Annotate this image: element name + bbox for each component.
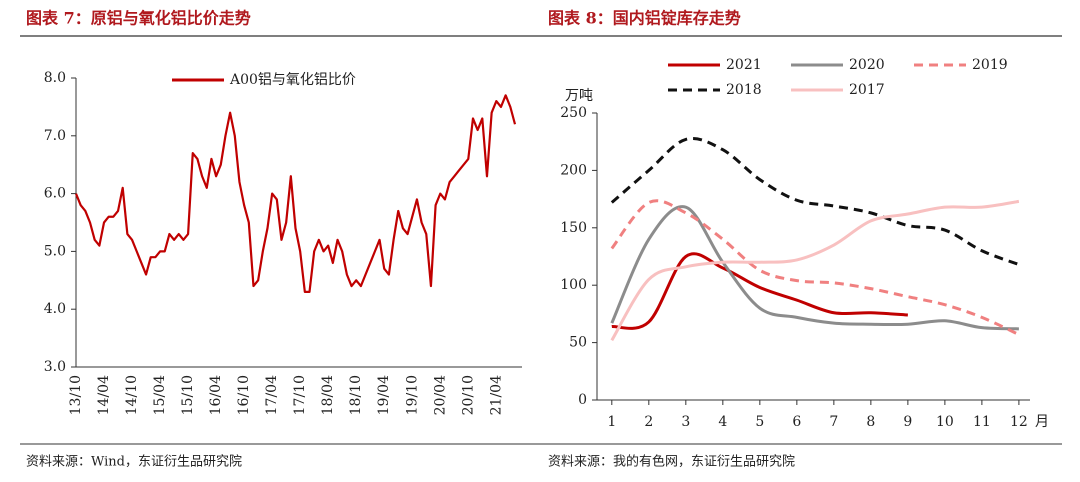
y-tick-label: 7.0 bbox=[44, 128, 66, 144]
x-tick-label: 13/10 bbox=[68, 375, 84, 415]
x-tick-label: 1 bbox=[607, 414, 616, 430]
x-tick-label: 6 bbox=[792, 414, 801, 430]
x-tick-label: 20/04 bbox=[432, 375, 448, 415]
x-tick-label: 21/04 bbox=[488, 375, 504, 415]
legend-label: 2017 bbox=[849, 82, 885, 98]
y-tick-label: 3.0 bbox=[44, 359, 66, 375]
legend-label: 2019 bbox=[972, 57, 1008, 73]
series-line bbox=[610, 199, 1020, 336]
series-line bbox=[611, 252, 908, 330]
x-tick-label: 4 bbox=[718, 414, 727, 430]
series-line bbox=[610, 199, 1020, 342]
x-tick-label: 10 bbox=[936, 414, 954, 430]
chart-title: 图表 8：国内铝锭库存走势 bbox=[548, 9, 741, 28]
x-axis-label: 月 bbox=[1035, 414, 1049, 430]
x-tick-label: 3 bbox=[681, 414, 690, 430]
x-tick-label: 18/10 bbox=[348, 375, 364, 415]
y-tick-label: 100 bbox=[560, 277, 587, 293]
series-line bbox=[610, 205, 1019, 331]
y-tick-label: 250 bbox=[560, 105, 587, 121]
x-tick-label: 12 bbox=[1010, 414, 1028, 430]
x-tick-label: 15/04 bbox=[152, 375, 168, 415]
x-tick-label: 14/10 bbox=[124, 375, 140, 415]
x-tick-label: 7 bbox=[829, 414, 838, 430]
x-tick-label: 18/04 bbox=[320, 375, 336, 415]
source: 资料来源：Wind，东证衍生品研究院 bbox=[26, 455, 242, 470]
y-tick-label: 150 bbox=[560, 220, 587, 236]
series-line bbox=[610, 137, 1020, 266]
x-tick-label: 8 bbox=[866, 414, 875, 430]
x-tick-label: 19/10 bbox=[404, 375, 420, 415]
x-tick-label: 20/10 bbox=[460, 375, 476, 415]
x-tick-label: 16/10 bbox=[236, 375, 252, 415]
x-tick-label: 17/10 bbox=[292, 375, 308, 415]
x-tick-label: 16/04 bbox=[208, 375, 224, 415]
legend-label: 2018 bbox=[726, 82, 762, 98]
legend-label: A00铝与氧化铝比价 bbox=[229, 72, 356, 88]
x-tick-label: 9 bbox=[903, 414, 912, 430]
y-tick-label: 5.0 bbox=[44, 243, 66, 259]
legend-label: 2021 bbox=[726, 57, 762, 73]
x-tick-label: 19/04 bbox=[376, 375, 392, 415]
y-axis-label: 万吨 bbox=[565, 88, 593, 104]
y-tick-label: 8.0 bbox=[44, 70, 66, 86]
y-tick-label: 4.0 bbox=[44, 301, 66, 317]
legend-label: 2020 bbox=[849, 57, 885, 73]
x-tick-label: 5 bbox=[755, 414, 764, 430]
source: 资料来源：我的有色网，东证衍生品研究院 bbox=[548, 454, 795, 470]
chart-title: 图表 7：原铝与氧化铝比价走势 bbox=[26, 9, 251, 28]
y-tick-label: 6.0 bbox=[44, 186, 66, 202]
x-tick-label: 14/04 bbox=[96, 375, 112, 415]
y-tick-label: 200 bbox=[560, 162, 587, 178]
series-line bbox=[74, 94, 517, 293]
y-tick-label: 0 bbox=[578, 392, 587, 408]
x-tick-label: 15/10 bbox=[180, 375, 196, 415]
y-tick-label: 50 bbox=[569, 335, 587, 351]
x-tick-label: 2 bbox=[644, 414, 653, 430]
x-tick-label: 11 bbox=[973, 414, 991, 430]
x-tick-label: 17/04 bbox=[264, 375, 280, 415]
